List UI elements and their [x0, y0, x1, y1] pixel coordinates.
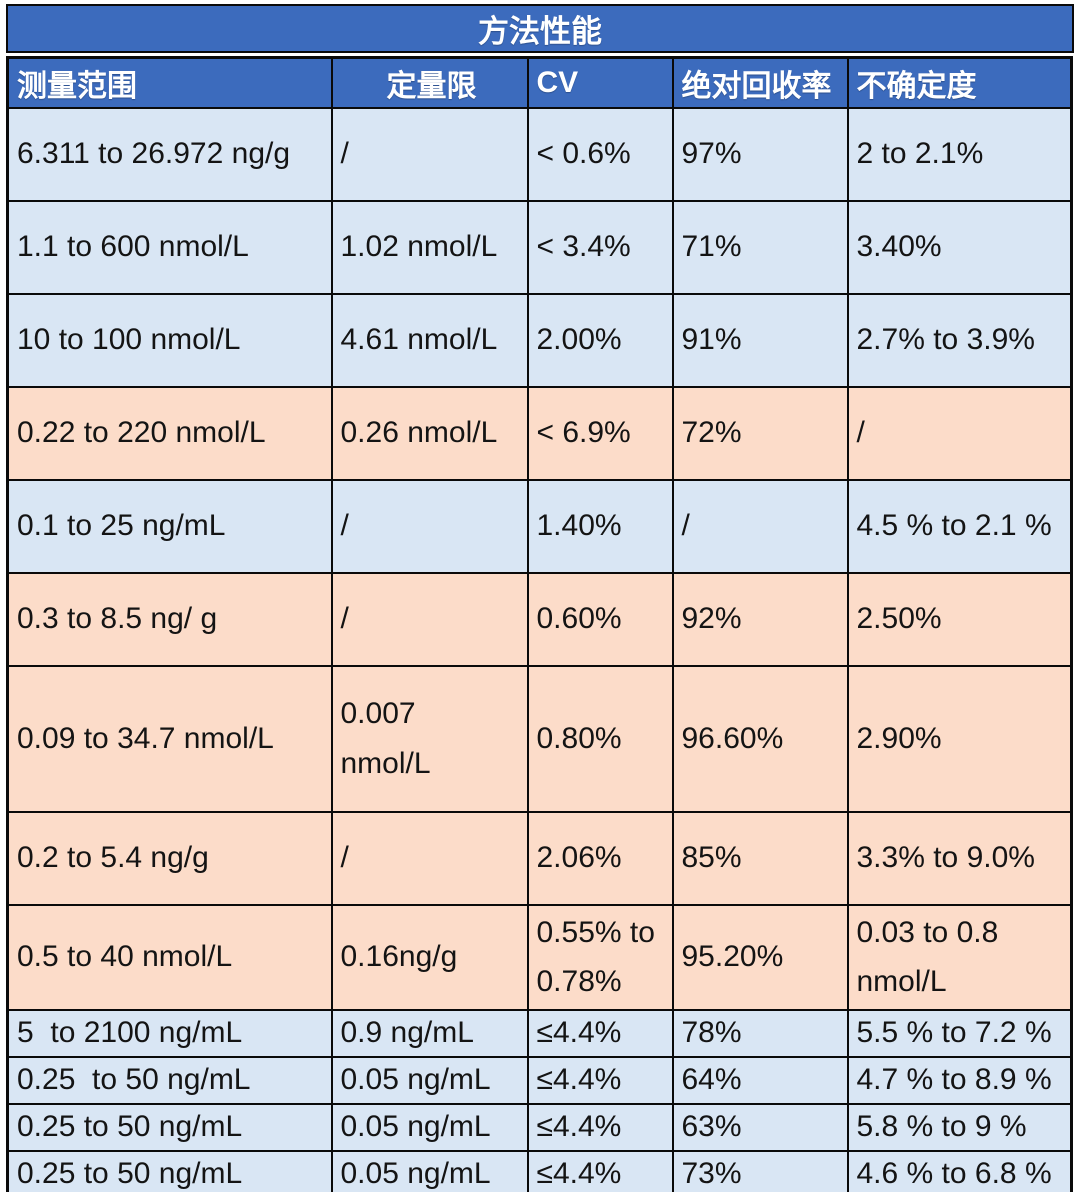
table-cell: 0.9 ng/mL [330, 1008, 529, 1058]
table-cell: / [846, 385, 1073, 481]
table-row: 0.25 to 50 ng/mL 0.05 ng/mL ≤4.4% 64% 4.7 % … [6, 1055, 1073, 1105]
table-row: 0.5 to 40 nmol/L 0.16ng/g 0.55% to 0.78% 95… [6, 903, 1073, 1011]
table-cell: 5.8 % to 9 % [846, 1102, 1073, 1152]
table-cell: 1.02 nmol/L [330, 199, 529, 295]
table-row: 0.3 to 8.5 ng/ g/0.60% 92% 2.50% [6, 571, 1073, 667]
table-cell: 3.40% [846, 199, 1073, 295]
method-performance-table: 测量范围 定量限 CV 绝对回收率 不确定度 6.311 to 26.972 ng/g /… [6, 56, 1073, 1192]
table-cell: 64% [671, 1055, 849, 1105]
table-title-text: 方法性能 [478, 14, 602, 49]
table-cell: 72% [671, 385, 849, 481]
table-cell: ≤4.4% [526, 1102, 674, 1152]
table-cell: 4.5 % to 2.1 % [846, 478, 1073, 574]
table-row: 10 to 100 nmol/L 4.61 nmol/L 2.00% 91% 2.7% … [6, 292, 1073, 388]
table-row: 0.2 to 5.4 ng/g/2.06% 85% 3.3% to 9.0% [6, 810, 1073, 906]
table-cell: 0.22 to 220 nmol/L [6, 385, 333, 481]
table-cell: 10 to 100 nmol/L [6, 292, 333, 388]
table-title-bar: 方法性能 [6, 4, 1074, 53]
table-cell: 0.25 to 50 ng/mL [6, 1055, 333, 1105]
table-row: 0.22 to 220 nmol/L 0.26 nmol/L < 6.9% 72% / [6, 385, 1073, 481]
table-cell: 6.311 to 26.972 ng/g [6, 106, 333, 202]
table-cell: 5 to 2100 ng/mL [6, 1008, 333, 1058]
table-cell: / [330, 571, 529, 667]
table-cell: 0.007 nmol/L [330, 664, 529, 813]
header-row: 测量范围 定量限 CV 绝对回收率 不确定度 [6, 56, 1073, 109]
table-cell: 63% [671, 1102, 849, 1152]
table-cell: 2.50% [846, 571, 1073, 667]
table-cell: 85% [671, 810, 849, 906]
table-cell: 0.25 to 50 ng/mL [6, 1102, 333, 1152]
header-cell-0: 测量范围 [6, 56, 333, 109]
table-cell: 0.1 to 25 ng/mL [6, 478, 333, 574]
table-row: 6.311 to 26.972 ng/g / < 0.6% 97% 2 to 2.1% [6, 106, 1073, 202]
table-cell: 2.90% [846, 664, 1073, 813]
table-cell: 0.3 to 8.5 ng/ g [6, 571, 333, 667]
header-cell-1: 定量限 [330, 56, 529, 109]
table-cell: 0.2 to 5.4 ng/g [6, 810, 333, 906]
table-cell: 2.7% to 3.9% [846, 292, 1073, 388]
table-cell: < 6.9% [526, 385, 674, 481]
header-cell-2: CV [526, 56, 674, 109]
table-cell: 0.05 ng/mL [330, 1149, 529, 1192]
table-cell: ≤4.4% [526, 1149, 674, 1192]
table-cell: 2 to 2.1% [846, 106, 1073, 202]
table-row: 0.1 to 25 ng/mL/1.40%/4.5 % to 2.1 % [6, 478, 1073, 574]
table-cell: 0.5 to 40 nmol/L [6, 903, 333, 1011]
table-cell: 0.26 nmol/L [330, 385, 529, 481]
table-body: 6.311 to 26.972 ng/g / < 0.6% 97% 2 to 2.1% 1… [6, 106, 1073, 1192]
table-cell: < 0.6% [526, 106, 674, 202]
header-cell-3: 绝对回收率 [671, 56, 849, 109]
table-cell: 0.16ng/g [330, 903, 529, 1011]
table-cell: 95.20% [671, 903, 849, 1011]
table-cell: 0.05 ng/mL [330, 1102, 529, 1152]
table-cell: 4.61 nmol/L [330, 292, 529, 388]
table-cell: < 3.4% [526, 199, 674, 295]
table-cell: / [330, 106, 529, 202]
table-cell: 1.1 to 600 nmol/L [6, 199, 333, 295]
table-cell: 92% [671, 571, 849, 667]
table-cell: 96.60% [671, 664, 849, 813]
table-cell: 91% [671, 292, 849, 388]
table-cell: 0.09 to 34.7 nmol/L [6, 664, 333, 813]
table-cell: 3.3% to 9.0% [846, 810, 1073, 906]
table-cell: 97% [671, 106, 849, 202]
table-cell: 0.55% to 0.78% [526, 903, 674, 1011]
table-cell: 5.5 % to 7.2 % [846, 1008, 1073, 1058]
table-cell: 78% [671, 1008, 849, 1058]
header-cell-4: 不确定度 [846, 56, 1073, 109]
table-cell: / [330, 810, 529, 906]
table-cell: 0.03 to 0.8 nmol/L [846, 903, 1073, 1011]
table-row: 0.25 to 50 ng/mL 0.05 ng/mL ≤4.4% 73% 4.6 % … [6, 1149, 1073, 1192]
table-cell: ≤4.4% [526, 1055, 674, 1105]
table-cell: 1.40% [526, 478, 674, 574]
table-row: 1.1 to 600 nmol/L 1.02 nmol/L < 3.4% 71% 3.4… [6, 199, 1073, 295]
table-cell: 0.80% [526, 664, 674, 813]
table-cell: 0.25 to 50 ng/mL [6, 1149, 333, 1192]
table-cell: 71% [671, 199, 849, 295]
table-row: 0.25 to 50 ng/mL 0.05 ng/mL ≤4.4% 63% 5.8 % … [6, 1102, 1073, 1152]
table-cell: 2.06% [526, 810, 674, 906]
table-cell: 73% [671, 1149, 849, 1192]
table-cell: 4.7 % to 8.9 % [846, 1055, 1073, 1105]
table-cell: ≤4.4% [526, 1008, 674, 1058]
table-cell: 0.05 ng/mL [330, 1055, 529, 1105]
table-cell: 2.00% [526, 292, 674, 388]
table-cell: 0.60% [526, 571, 674, 667]
table-row: 5 to 2100 ng/mL 0.9 ng/mL ≤4.4% 78% 5.5 % to… [6, 1008, 1073, 1058]
table-cell: / [330, 478, 529, 574]
table-row: 0.09 to 34.7 nmol/L 0.007 nmol/L 0.80% 96.6… [6, 664, 1073, 813]
table-cell: / [671, 478, 849, 574]
table-cell: 4.6 % to 6.8 % [846, 1149, 1073, 1192]
